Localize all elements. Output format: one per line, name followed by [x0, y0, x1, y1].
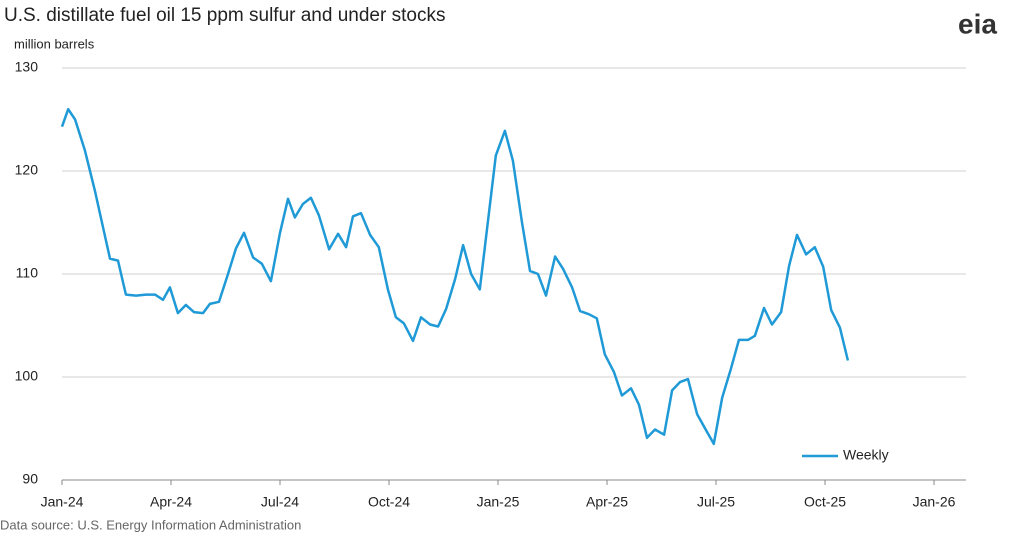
x-tick-label: Jan-24 [41, 494, 84, 510]
x-tick-label: Oct-25 [804, 494, 846, 510]
data-line [60, 107, 850, 446]
y-tick-label: 90 [22, 471, 38, 487]
logo: eia [958, 8, 997, 39]
x-tick-label: Apr-24 [150, 494, 192, 510]
y-tick-label: 120 [15, 162, 39, 178]
source: Data source: U.S. Energy Information Adm… [0, 517, 301, 532]
x-tick-label: Jan-25 [477, 494, 520, 510]
y-axis-label: million barrels [14, 36, 95, 51]
x-tick-label: Oct-24 [368, 494, 410, 510]
x-tick-label: Jul-25 [697, 494, 735, 510]
y-tick-label: 130 [15, 59, 39, 75]
x-tick-label: Jan-26 [913, 494, 956, 510]
x-tick-label: Jul-24 [261, 494, 299, 510]
y-tick-label: 110 [16, 265, 39, 281]
chart-title: U.S. distillate fuel oil 15 ppm sulfur a… [4, 5, 445, 26]
legend-label: Weekly [843, 447, 889, 463]
y-tick-label: 100 [15, 368, 39, 384]
x-tick-label: Apr-25 [586, 494, 628, 510]
